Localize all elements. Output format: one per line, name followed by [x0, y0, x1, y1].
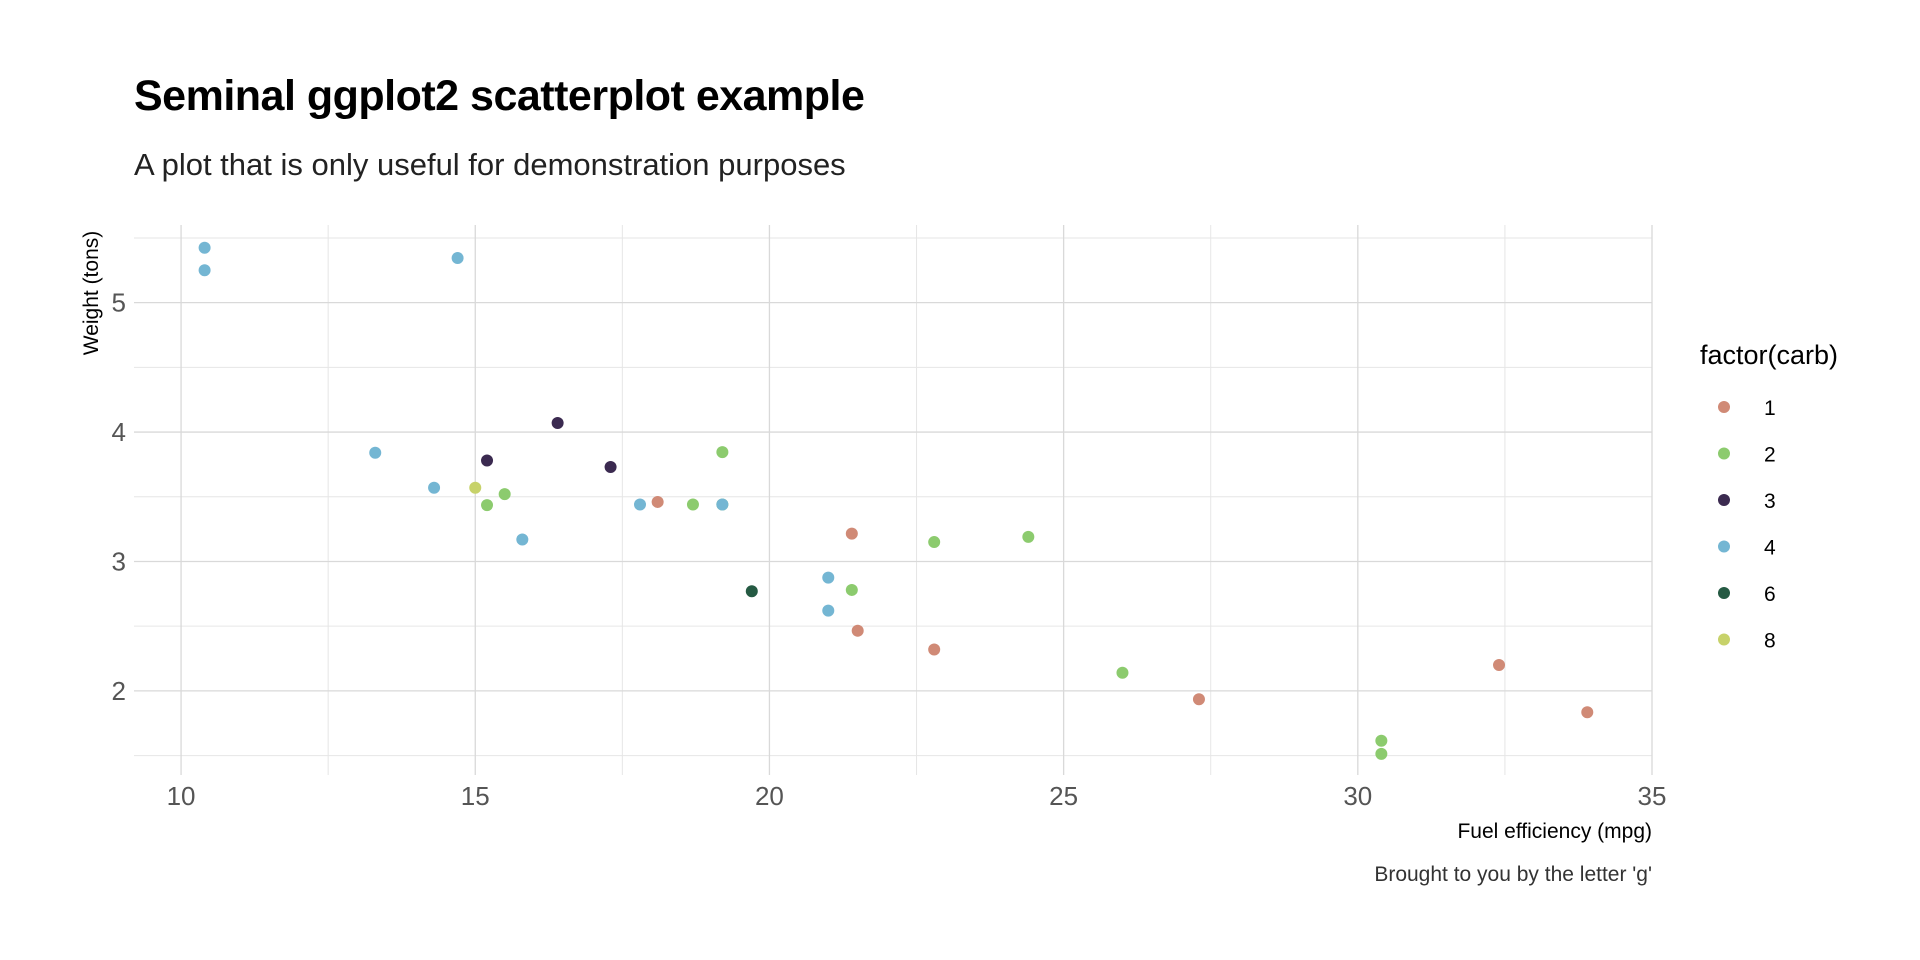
y-tick-label: 5 — [112, 288, 126, 318]
data-point-carb-2 — [498, 488, 511, 501]
data-point-carb-3 — [551, 417, 564, 429]
chart-caption: Brought to you by the letter 'g' — [1374, 863, 1652, 886]
grid-lines — [134, 225, 1653, 775]
legend-key-2 — [1718, 447, 1730, 460]
x-tick-label: 35 — [1638, 781, 1667, 811]
x-tick-label: 30 — [1343, 781, 1372, 811]
data-point-carb-1 — [651, 495, 664, 508]
legend-label-8: 8 — [1764, 630, 1776, 653]
data-point-carb-3 — [604, 461, 617, 473]
data-point-carb-6 — [745, 585, 758, 598]
legend-key-4 — [1718, 540, 1730, 553]
x-tick-label: 25 — [1049, 781, 1078, 811]
legend-label-2: 2 — [1764, 444, 1776, 467]
data-points — [198, 241, 1594, 760]
data-point-carb-4 — [716, 498, 729, 511]
data-point-carb-4 — [516, 533, 529, 546]
data-point-carb-2 — [481, 499, 494, 512]
legend-label-1: 1 — [1764, 397, 1776, 420]
chart-subtitle: A plot that is only useful for demonstra… — [134, 147, 846, 182]
data-point-carb-2 — [716, 446, 729, 459]
data-point-carb-2 — [928, 536, 941, 549]
chart-title: Seminal ggplot2 scatterplot example — [134, 72, 865, 120]
data-point-carb-4 — [198, 264, 211, 277]
data-point-carb-4 — [369, 446, 382, 459]
data-point-carb-4 — [198, 241, 211, 254]
x-tick-label: 10 — [167, 781, 196, 811]
data-point-carb-4 — [634, 498, 646, 511]
y-tick-label: 4 — [112, 417, 126, 447]
data-point-carb-1 — [1493, 659, 1506, 671]
legend-label-4: 4 — [1764, 537, 1776, 560]
tick-labels: 10 15 20 25 30 35 2 3 4 5 — [112, 288, 1667, 811]
data-point-carb-1 — [851, 624, 864, 637]
x-tick-label: 15 — [461, 781, 490, 811]
data-point-carb-1 — [928, 643, 941, 656]
data-point-carb-4 — [428, 481, 441, 494]
x-tick-label: 20 — [755, 781, 784, 811]
y-tick-label: 3 — [112, 546, 126, 576]
data-point-carb-2 — [1375, 734, 1388, 747]
data-point-carb-1 — [1192, 693, 1205, 706]
data-point-carb-2 — [1375, 747, 1388, 760]
data-point-carb-4 — [451, 252, 464, 264]
data-point-carb-4 — [822, 604, 835, 617]
data-point-carb-2 — [845, 583, 858, 596]
legend-label-3: 3 — [1764, 490, 1776, 513]
data-point-carb-8 — [469, 481, 482, 494]
legend-key-8 — [1718, 633, 1730, 646]
data-point-carb-3 — [481, 454, 494, 467]
x-axis-label: Fuel efficiency (mpg) — [1457, 820, 1652, 843]
y-tick-label: 2 — [112, 676, 126, 706]
data-point-carb-1 — [1581, 706, 1594, 719]
legend-key-1 — [1718, 401, 1730, 413]
data-point-carb-2 — [686, 498, 699, 511]
legend-key-6 — [1718, 587, 1730, 599]
data-point-carb-1 — [845, 527, 858, 540]
data-point-carb-2 — [1116, 666, 1129, 679]
y-axis-label: Weight (tons) — [80, 231, 103, 356]
data-point-carb-2 — [1022, 530, 1035, 543]
legend: factor(carb) 1 2 3 4 6 8 — [1700, 340, 1838, 653]
legend-key-3 — [1718, 494, 1730, 506]
data-point-carb-4 — [822, 571, 835, 584]
legend-label-6: 6 — [1764, 583, 1776, 606]
legend-title: factor(carb) — [1700, 340, 1838, 370]
